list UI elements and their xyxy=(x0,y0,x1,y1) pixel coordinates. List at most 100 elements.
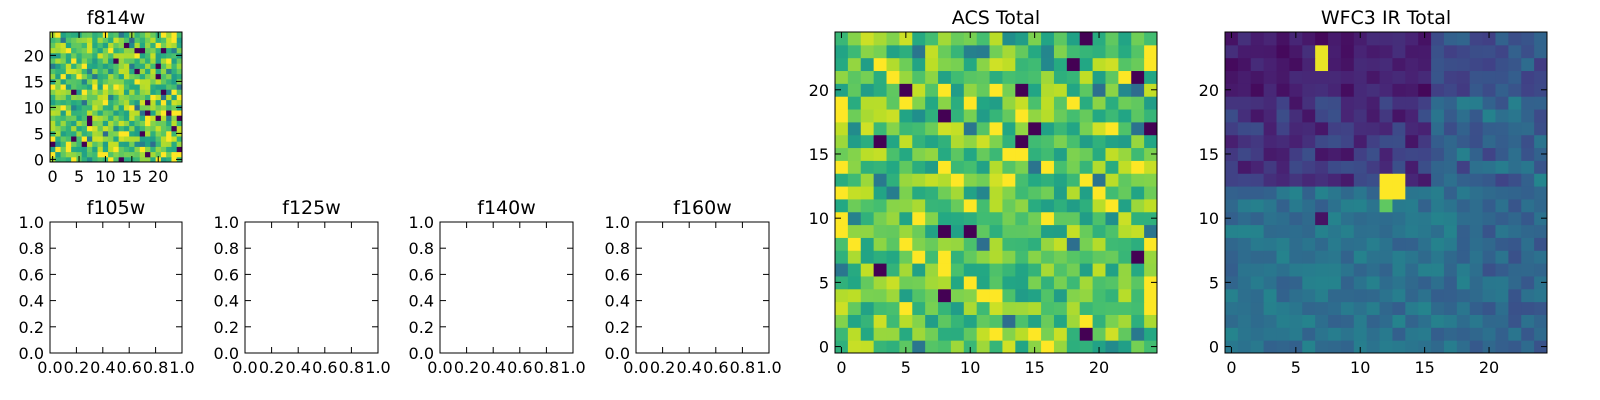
heatmap-cell xyxy=(912,160,926,174)
heatmap-cell xyxy=(1534,96,1548,110)
heatmap-cell xyxy=(925,96,939,110)
heatmap-cell xyxy=(50,110,56,116)
heatmap-cell xyxy=(1469,32,1484,46)
heatmap-cell xyxy=(76,73,83,80)
heatmap-cell xyxy=(176,89,183,95)
heatmap-cell xyxy=(1340,134,1355,149)
heatmap-cell xyxy=(1431,109,1445,123)
heatmap-cell xyxy=(950,237,965,251)
heatmap-cell xyxy=(50,115,56,121)
heatmap-cell xyxy=(108,146,114,153)
heatmap-cell xyxy=(71,58,77,64)
heatmap-cell xyxy=(118,99,125,106)
heatmap-cell xyxy=(1379,314,1393,328)
y-tick-label: 0.8 xyxy=(19,239,44,258)
heatmap-cell xyxy=(1495,314,1509,328)
heatmap-cell xyxy=(81,120,88,127)
heatmap-cell xyxy=(1534,173,1548,187)
heatmap-cell xyxy=(134,68,141,75)
heatmap-cell xyxy=(102,94,109,101)
heatmap-cell xyxy=(976,134,991,149)
heatmap-cell xyxy=(113,136,120,142)
heatmap-cell xyxy=(899,263,913,277)
heatmap-cell xyxy=(950,198,965,213)
heatmap-cell xyxy=(1353,173,1368,187)
heatmap-cell xyxy=(1225,263,1239,277)
heatmap-cell xyxy=(912,57,926,72)
heatmap-cell xyxy=(1263,314,1278,328)
heatmap-cell xyxy=(65,136,72,142)
heatmap-cell xyxy=(1015,32,1029,46)
heatmap-cell xyxy=(1079,250,1094,264)
heatmap-cell xyxy=(912,224,926,238)
heatmap-cell xyxy=(1144,250,1158,264)
heatmap-cell xyxy=(1456,186,1471,200)
heatmap-cell xyxy=(171,68,178,75)
heatmap-cell xyxy=(989,301,1003,315)
heatmap-cell xyxy=(1469,109,1484,123)
heatmap-cell xyxy=(81,78,88,85)
heatmap-cell xyxy=(1225,160,1239,174)
heatmap-cell xyxy=(963,57,978,72)
heatmap-cell xyxy=(1015,275,1029,290)
heatmap-cell xyxy=(1302,83,1316,97)
heatmap-cell xyxy=(134,32,141,38)
heatmap-cell xyxy=(1534,70,1548,84)
heatmap-cell xyxy=(847,109,862,123)
heatmap-cell xyxy=(81,52,88,59)
heatmap-cell xyxy=(1289,121,1303,136)
heatmap-cell xyxy=(1379,288,1393,303)
heatmap-cell xyxy=(1534,160,1548,174)
heatmap-cell xyxy=(97,42,104,49)
heatmap-cell xyxy=(134,104,141,111)
heatmap-cell xyxy=(1105,237,1119,251)
heatmap-cell xyxy=(1276,160,1290,174)
heatmap-cell xyxy=(1250,340,1265,354)
heatmap-cell xyxy=(1276,198,1290,213)
heatmap-cell xyxy=(113,125,120,132)
heatmap-cell xyxy=(925,301,939,315)
heatmap-cell xyxy=(150,32,157,38)
heatmap-cell xyxy=(55,156,62,163)
heatmap-cell xyxy=(1482,340,1496,354)
heatmap-cell xyxy=(1289,250,1303,264)
y-tick-label: 0.4 xyxy=(19,292,44,311)
heatmap-cell xyxy=(1392,288,1406,303)
heatmap-cell xyxy=(1028,32,1042,46)
heatmap-cell xyxy=(1366,211,1381,226)
heatmap-cell xyxy=(1469,340,1484,354)
heatmap-cell xyxy=(160,58,167,64)
heatmap-cell xyxy=(160,130,167,137)
heatmap-cell xyxy=(1250,186,1265,200)
heatmap-cell xyxy=(1418,211,1432,226)
heatmap-cell xyxy=(76,78,83,85)
heatmap-cell xyxy=(976,327,991,341)
heatmap-cell xyxy=(1443,263,1458,277)
heatmap-cell xyxy=(92,115,99,121)
heatmap-cell xyxy=(1002,211,1016,226)
heatmap-cell xyxy=(55,110,62,116)
heatmap-cell xyxy=(92,68,99,75)
heatmap-cell xyxy=(1144,301,1158,315)
heatmap-cell xyxy=(1379,70,1393,84)
heatmap-cell xyxy=(860,173,875,187)
heatmap-cell xyxy=(886,211,900,226)
heatmap-cell xyxy=(60,84,67,90)
heatmap-cell xyxy=(1328,327,1342,341)
axes-frame xyxy=(244,221,379,354)
heatmap-cell xyxy=(1144,173,1158,187)
heatmap-cell xyxy=(1225,32,1239,46)
heatmap-cell xyxy=(108,52,114,59)
heatmap-cell xyxy=(166,42,172,49)
heatmap-cell xyxy=(1495,121,1509,136)
heatmap-cell xyxy=(1105,314,1119,328)
heatmap-cell xyxy=(1443,314,1458,328)
heatmap-cell xyxy=(1328,211,1342,226)
heatmap-cell xyxy=(1379,263,1393,277)
heatmap-cell xyxy=(886,198,900,213)
heatmap-cell xyxy=(963,198,978,213)
heatmap-cell xyxy=(150,52,157,59)
heatmap-cell xyxy=(118,125,125,132)
heatmap-cell xyxy=(134,94,141,101)
heatmap-cell xyxy=(1315,134,1329,149)
